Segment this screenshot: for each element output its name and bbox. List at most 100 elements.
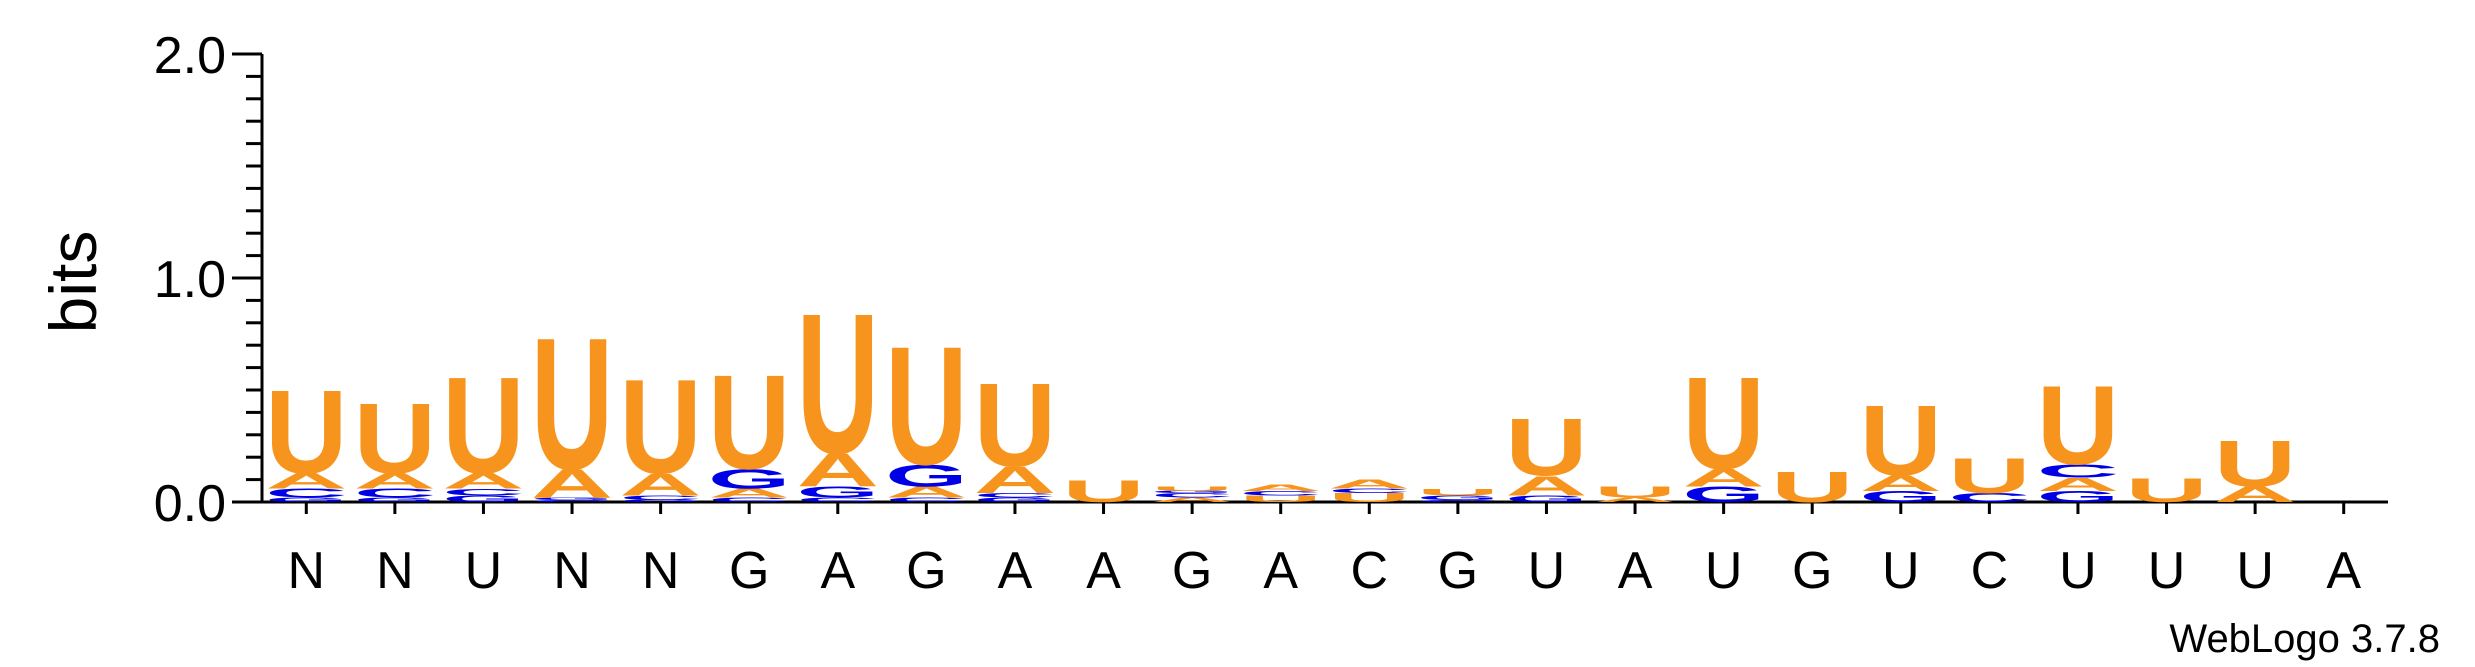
logo-letter-G: G <box>708 463 790 494</box>
logo-letter-G: G <box>797 483 879 501</box>
logo-letter-U: U <box>1860 385 1942 497</box>
logo-letter-A: A <box>1682 464 1764 492</box>
logo-letter-C: C <box>1328 487 1410 494</box>
logo-letter-A: A <box>1328 477 1410 491</box>
position-label: N <box>376 542 414 600</box>
position-label: C <box>1971 542 2009 600</box>
logo-letter-U: U <box>1151 485 1233 492</box>
logo-letter-U: U <box>265 366 347 499</box>
logo-letter-A: A <box>797 444 879 496</box>
logo-letter-A: A <box>885 483 967 500</box>
logo-letter-U: U <box>2125 471 2207 509</box>
logo-letter-U: U <box>885 312 967 501</box>
logo-letter-C: C <box>354 486 436 500</box>
logo-letter-C: C <box>797 496 879 503</box>
stack-position-17: GAU <box>1682 351 1764 507</box>
logo-letter-A: A <box>1505 470 1587 502</box>
logo-letter-U: U <box>1240 494 1322 504</box>
logo-letter-U: U <box>2037 363 2119 489</box>
position-label: U <box>2148 542 2186 600</box>
logo-letter-G: G <box>1151 490 1233 494</box>
position-label: A <box>998 542 1033 600</box>
logo-letter-U: U <box>354 382 436 494</box>
position-label: A <box>1086 542 1121 600</box>
stack-position-22: U <box>2125 471 2207 509</box>
stack-position-14: CGU <box>1417 487 1499 503</box>
logo-letter-A: A <box>1594 496 1676 503</box>
position-label: A <box>820 542 855 600</box>
position-label: U <box>1882 542 1920 600</box>
logo-letter-U: U <box>531 298 613 508</box>
stack-position-13: UCA <box>1328 477 1410 504</box>
logo-letter-G: G <box>885 458 967 493</box>
logo-letter-C: C <box>1948 491 2030 505</box>
y-tick-label: 0.0 <box>154 475 226 533</box>
stack-position-20: CU <box>1948 448 2030 505</box>
stack-position-10: U <box>1062 474 1144 509</box>
y-axis: 0.0 1.0 2.0 <box>154 27 264 533</box>
position-label: G <box>1792 542 1832 600</box>
logo-letter-U: U <box>1328 491 1410 505</box>
logo-letter-U: U <box>1594 483 1676 500</box>
position-label: G <box>906 542 946 600</box>
logo-letter-C: C <box>885 496 967 503</box>
logo-letter-C: C <box>708 496 790 503</box>
logo-letter-U: U <box>442 349 524 503</box>
stack-position-16: AU <box>1594 483 1676 503</box>
logo-letter-U: U <box>974 359 1056 492</box>
logo-letter-U: U <box>1682 351 1764 497</box>
logo-letter-G: G <box>442 494 524 504</box>
logo-letter-G: G <box>265 496 347 503</box>
logo-letter-G: G <box>354 496 436 503</box>
position-label: U <box>2059 542 2097 600</box>
position-label: U <box>1528 542 1566 600</box>
logo-letter-A: A <box>708 486 790 500</box>
position-label: A <box>2326 542 2361 600</box>
logo-letter-U: U <box>797 271 879 496</box>
logo-letter-G: G <box>531 497 613 501</box>
weblogo-credit: WebLogo 3.7.8 <box>2169 617 2440 661</box>
logo-letter-A: A <box>265 469 347 493</box>
position-label: A <box>1618 542 1653 600</box>
position-label: G <box>1172 542 1212 600</box>
stack-position-23: AU <box>2214 427 2296 507</box>
logo-letter-C: C <box>2037 461 2119 482</box>
logo-letter-U: U <box>619 352 701 502</box>
logo-letter-A: A <box>1151 496 1233 503</box>
position-label: C <box>1351 542 1389 600</box>
logo-letter-U: U <box>1948 448 2030 504</box>
position-label: G <box>1438 542 1478 600</box>
logo-letter-U: U <box>1417 487 1499 497</box>
position-label: N <box>553 542 591 600</box>
y-tick-label: 2.0 <box>154 27 226 85</box>
y-tick-label: 1.0 <box>154 251 226 309</box>
logo-letter-A: A <box>531 461 613 507</box>
logo-letter-C: C <box>974 492 1056 499</box>
logo-letter-A: A <box>354 469 436 493</box>
logo-letter-A: A <box>2037 474 2119 495</box>
logo-letter-C: C <box>531 499 613 502</box>
logo-letter-G: G <box>1860 488 1942 506</box>
position-label: U <box>465 542 503 600</box>
logo-letter-U: U <box>1062 474 1144 509</box>
position-label: A <box>1263 542 1298 600</box>
stack-position-15: GAU <box>1505 401 1587 504</box>
logo-letter-C: C <box>619 494 701 501</box>
logo-letter-C: C <box>1417 499 1499 502</box>
stack-position-19: GAU <box>1860 385 1942 506</box>
logo-letter-U: U <box>1505 401 1587 492</box>
logo-letter-U: U <box>2214 427 2296 500</box>
logo-letter-G: G <box>1682 483 1764 507</box>
y-axis-label: bits <box>36 231 110 334</box>
stack-position-18: U <box>1771 463 1853 512</box>
